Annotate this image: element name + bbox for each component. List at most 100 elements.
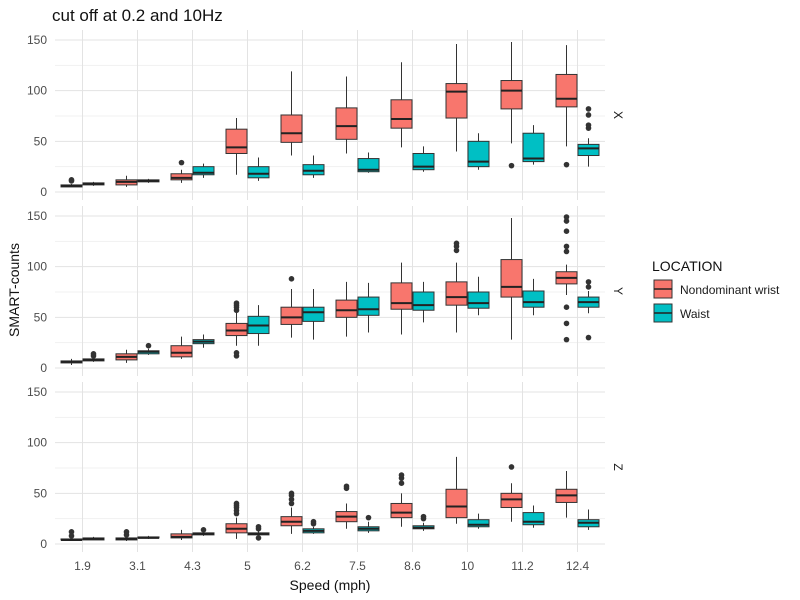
box bbox=[390, 282, 413, 310]
box bbox=[467, 519, 490, 528]
legend-label: Waist bbox=[680, 307, 710, 321]
y-tick-label: 0 bbox=[40, 361, 47, 375]
outlier-point bbox=[68, 529, 75, 535]
outlier-point bbox=[288, 490, 295, 497]
box bbox=[445, 281, 468, 306]
box bbox=[335, 107, 358, 140]
facet-label: Z bbox=[611, 463, 625, 470]
outlier-point bbox=[563, 336, 570, 343]
x-tick-label: 3.1 bbox=[129, 559, 146, 573]
y-tick-label: 150 bbox=[27, 385, 47, 399]
outlier-point bbox=[563, 228, 570, 234]
outlier-point bbox=[508, 162, 515, 169]
box bbox=[280, 306, 303, 325]
outlier-point bbox=[585, 106, 592, 112]
outlier-point bbox=[563, 304, 570, 311]
box bbox=[500, 80, 523, 110]
box bbox=[445, 83, 468, 119]
box bbox=[522, 132, 545, 163]
outlier-point bbox=[178, 159, 185, 166]
outlier-point bbox=[563, 320, 570, 327]
box bbox=[225, 322, 248, 337]
outlier-point bbox=[288, 496, 295, 503]
outlier-point bbox=[563, 243, 570, 250]
outlier-point bbox=[68, 533, 75, 539]
box bbox=[357, 158, 380, 173]
outlier-point bbox=[233, 350, 240, 356]
chart-title: cut off at 0.2 and 10Hz bbox=[52, 6, 223, 25]
box bbox=[445, 488, 468, 519]
outlier-point bbox=[233, 300, 240, 306]
outlier-point bbox=[398, 480, 405, 487]
outlier-point bbox=[508, 464, 515, 470]
box bbox=[555, 73, 578, 108]
outlier-point bbox=[398, 472, 405, 478]
y-tick-label: 50 bbox=[34, 134, 48, 148]
outlier-point bbox=[255, 535, 262, 541]
y-tick-label: 0 bbox=[40, 185, 47, 199]
box bbox=[522, 512, 545, 526]
box bbox=[170, 345, 193, 358]
x-tick-label: 11.2 bbox=[511, 559, 534, 573]
y-tick-label: 50 bbox=[34, 486, 48, 500]
y-tick-label: 100 bbox=[27, 260, 47, 274]
box bbox=[357, 296, 380, 316]
x-tick-label: 1.9 bbox=[74, 559, 91, 573]
y-tick-label: 100 bbox=[27, 84, 47, 98]
x-tick-label: 8.6 bbox=[404, 559, 421, 573]
facet-label: X bbox=[611, 111, 625, 119]
facet-label: Y bbox=[611, 287, 625, 295]
outlier-point bbox=[123, 529, 130, 535]
x-tick-label: 12.4 bbox=[566, 559, 590, 573]
outlier-point bbox=[343, 483, 350, 490]
y-tick-label: 150 bbox=[27, 33, 47, 47]
x-tick-label: 5 bbox=[244, 559, 251, 573]
y-tick-label: 100 bbox=[27, 436, 47, 450]
box bbox=[522, 290, 545, 308]
outlier-point bbox=[585, 122, 592, 128]
box bbox=[577, 143, 600, 157]
outlier-point bbox=[288, 276, 295, 282]
y-axis-title: SMART-counts bbox=[6, 243, 22, 337]
y-tick-label: 0 bbox=[40, 537, 47, 551]
outlier-point bbox=[585, 112, 592, 118]
box bbox=[280, 114, 303, 143]
box bbox=[247, 166, 270, 179]
x-tick-label: 7.5 bbox=[349, 559, 366, 573]
x-tick-label: 4.3 bbox=[184, 559, 201, 573]
box bbox=[335, 299, 358, 318]
legend-label: Nondominant wrist bbox=[680, 283, 780, 297]
box bbox=[302, 306, 325, 322]
box bbox=[412, 152, 435, 171]
outlier-point bbox=[288, 500, 295, 507]
outlier-point bbox=[585, 279, 592, 285]
outlier-point bbox=[585, 284, 592, 290]
outlier-point bbox=[420, 513, 427, 520]
outlier-point bbox=[90, 351, 97, 357]
outlier-point bbox=[310, 518, 317, 525]
box bbox=[467, 291, 490, 309]
outlier-point bbox=[365, 514, 372, 521]
box bbox=[170, 533, 193, 539]
legend-title: LOCATION bbox=[652, 258, 723, 274]
outlier-point bbox=[453, 247, 460, 254]
box bbox=[500, 259, 523, 298]
outlier-point bbox=[233, 500, 240, 507]
outlier-point bbox=[200, 527, 207, 533]
outlier-point bbox=[563, 218, 570, 224]
outlier-point bbox=[563, 214, 570, 220]
box bbox=[390, 502, 413, 519]
box bbox=[192, 166, 215, 176]
box bbox=[390, 99, 413, 129]
outlier-point bbox=[68, 177, 75, 183]
outlier-point bbox=[563, 161, 570, 168]
outlier-point bbox=[255, 523, 262, 530]
box bbox=[225, 128, 248, 154]
y-tick-label: 50 bbox=[34, 310, 48, 324]
box bbox=[500, 492, 523, 509]
box bbox=[412, 291, 435, 311]
box bbox=[467, 140, 490, 168]
box bbox=[302, 164, 325, 176]
outlier-point bbox=[453, 240, 460, 247]
